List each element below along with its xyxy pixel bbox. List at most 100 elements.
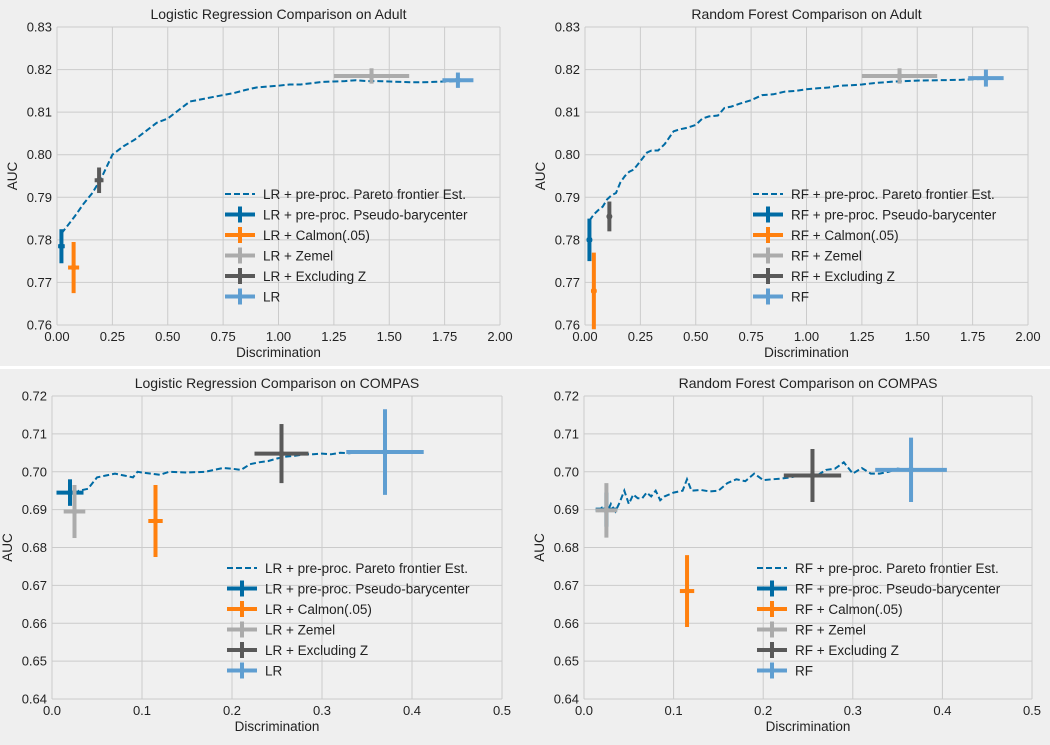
errorbar-marker-2 bbox=[590, 252, 597, 330]
y-tick-label: 0.72 bbox=[22, 389, 47, 404]
x-tick-label: 0.5 bbox=[493, 703, 511, 718]
legend-item-3: RF + Calmon(.05) bbox=[757, 601, 903, 617]
errorbar-point bbox=[586, 236, 593, 243]
x-tick-label: 2.00 bbox=[487, 329, 512, 344]
errorbar-point bbox=[71, 508, 78, 515]
x-tick-label: 0.50 bbox=[155, 329, 180, 344]
x-tick-label: 0.4 bbox=[933, 703, 951, 718]
y-tick-label: 0.78 bbox=[27, 232, 52, 247]
legend-label: LR + Excluding Z bbox=[263, 269, 366, 284]
legend-item-5: RF + Excluding Z bbox=[753, 268, 895, 284]
y-tick-label: 0.79 bbox=[555, 190, 580, 205]
errorbar-marker-4 bbox=[94, 167, 104, 194]
pareto-frontier-line bbox=[60, 79, 456, 235]
errorbar-point bbox=[684, 588, 691, 595]
legend-item-2: RF + pre-proc. Pseudo-barycenter bbox=[757, 580, 1001, 597]
legend-label: RF + pre-proc. Pareto frontier Est. bbox=[791, 187, 995, 202]
y-tick-label: 0.83 bbox=[27, 20, 52, 35]
legend-item-4: LR + Zemel bbox=[225, 247, 333, 264]
legend-item-6: RF bbox=[753, 288, 809, 305]
y-axis-label: AUC bbox=[533, 162, 548, 191]
legend: LR + pre-proc. Pareto frontier Est. LR + … bbox=[227, 561, 470, 679]
legend-item-5: LR + Excluding Z bbox=[225, 268, 366, 284]
errorbar-marker-4 bbox=[606, 201, 613, 232]
chart-title: Logistic Regression Comparison on Adult bbox=[150, 6, 406, 22]
legend-item-5: RF + Excluding Z bbox=[757, 642, 899, 658]
legend-item-4: LR + Zemel bbox=[227, 621, 335, 638]
legend-item-6: LR bbox=[227, 662, 283, 679]
y-tick-label: 0.69 bbox=[22, 502, 47, 517]
errorbar-marker-5 bbox=[968, 69, 1004, 87]
y-tick-label: 0.64 bbox=[22, 692, 47, 707]
errorbar-marker-4 bbox=[783, 449, 842, 503]
x-tick-label: 1.50 bbox=[905, 329, 930, 344]
y-tick-label: 0.67 bbox=[22, 578, 47, 593]
legend-item-1: RF + pre-proc. Pareto frontier Est. bbox=[753, 187, 995, 202]
x-tick-label: 0.5 bbox=[1023, 703, 1041, 718]
errorbar-marker-2 bbox=[68, 241, 80, 294]
y-tick-label: 0.76 bbox=[555, 318, 580, 333]
legend-label: RF + Calmon(.05) bbox=[795, 602, 903, 617]
legend-label: LR bbox=[265, 664, 283, 679]
x-tick-label: 0.75 bbox=[210, 329, 235, 344]
legend-item-3: LR + Calmon(.05) bbox=[227, 601, 372, 617]
errorbar-marker-3 bbox=[333, 68, 410, 84]
errorbar-point bbox=[368, 72, 375, 79]
x-tick-label: 0.00 bbox=[572, 329, 597, 344]
legend-label: LR + pre-proc. Pseudo-barycenter bbox=[265, 582, 470, 597]
x-tick-label: 0.0 bbox=[43, 703, 61, 718]
legend-label: RF + Zemel bbox=[795, 623, 866, 638]
errorbar-marker-1 bbox=[58, 229, 65, 264]
errorbar-marker-3 bbox=[595, 483, 618, 538]
x-axis-label: Discrimination bbox=[766, 719, 851, 734]
legend-label: LR + pre-proc. Pseudo-barycenter bbox=[263, 208, 468, 223]
chart-panel-4: 0.0 0.1 0.2 0.3 0.4 0.5 0.64 0.65 0.66 0.67 0.68 0.… bbox=[532, 375, 1041, 734]
legend-item-6: RF bbox=[757, 662, 813, 679]
y-tick-label: 0.66 bbox=[22, 616, 47, 631]
legend: RF + pre-proc. Pareto frontier Est. RF + … bbox=[757, 561, 1001, 679]
legend-label: RF + pre-proc. Pseudo-barycenter bbox=[795, 582, 1001, 597]
y-tick-label: 0.64 bbox=[554, 692, 579, 707]
errorbar-marker-1 bbox=[56, 479, 84, 506]
legend-label: RF + pre-proc. Pseudo-barycenter bbox=[791, 208, 997, 223]
x-tick-label: 0.1 bbox=[133, 703, 151, 718]
y-tick-label: 0.67 bbox=[554, 578, 579, 593]
y-tick-label: 0.70 bbox=[22, 464, 47, 479]
legend-label: RF bbox=[791, 290, 809, 305]
y-tick-label: 0.81 bbox=[27, 105, 52, 120]
legend-item-4: RF + Zemel bbox=[757, 621, 866, 638]
legend-label: LR + pre-proc. Pareto frontier Est. bbox=[263, 187, 466, 202]
legend-item-5: LR + Excluding Z bbox=[227, 642, 368, 658]
y-tick-label: 0.72 bbox=[554, 389, 579, 404]
legend-label: LR bbox=[263, 290, 281, 305]
y-tick-label: 0.77 bbox=[27, 275, 52, 290]
y-tick-label: 0.82 bbox=[555, 62, 580, 77]
errorbar-marker-3 bbox=[63, 485, 86, 539]
chart-panel-2: 0.00 0.25 0.50 0.75 1.00 1.25 1.50 1.75 2.00 0.76… bbox=[533, 6, 1041, 360]
legend-label: RF + Excluding Z bbox=[791, 269, 895, 284]
y-tick-label: 0.79 bbox=[27, 190, 52, 205]
x-tick-label: 0.4 bbox=[403, 703, 421, 718]
legend-item-3: RF + Calmon(.05) bbox=[753, 227, 899, 243]
x-tick-label: 0.0 bbox=[575, 703, 593, 718]
y-axis-label: AUC bbox=[532, 533, 547, 562]
legend-item-2: LR + pre-proc. Pseudo-barycenter bbox=[227, 580, 470, 597]
errorbar-point bbox=[454, 77, 461, 84]
panel-separator bbox=[0, 366, 1050, 369]
y-tick-label: 0.78 bbox=[555, 232, 580, 247]
errorbar-marker-5 bbox=[442, 72, 474, 88]
errorbar-point bbox=[152, 517, 159, 524]
x-tick-label: 0.1 bbox=[665, 703, 683, 718]
x-tick-label: 0.00 bbox=[44, 329, 69, 344]
pareto-frontier-line bbox=[596, 460, 907, 516]
errorbar-point bbox=[896, 72, 903, 79]
x-tick-label: 1.00 bbox=[266, 329, 291, 344]
legend-label: RF + Calmon(.05) bbox=[791, 228, 899, 243]
y-tick-label: 0.71 bbox=[554, 426, 579, 441]
x-tick-label: 1.75 bbox=[432, 329, 457, 344]
errorbar-point bbox=[96, 177, 103, 184]
x-tick-label: 0.3 bbox=[313, 703, 331, 718]
legend-label: RF + Excluding Z bbox=[795, 643, 899, 658]
x-tick-label: 1.25 bbox=[849, 329, 874, 344]
